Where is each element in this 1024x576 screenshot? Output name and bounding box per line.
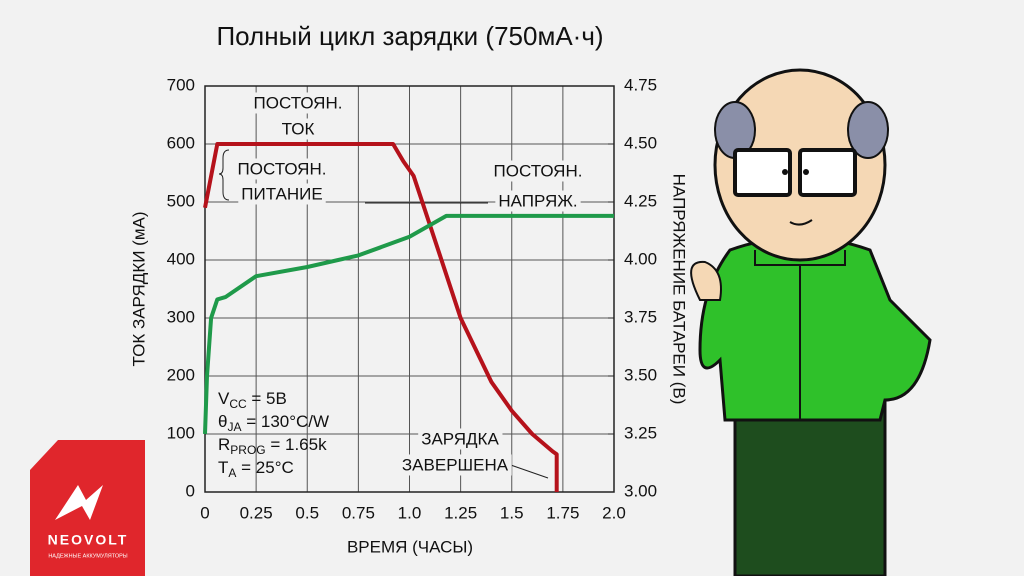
annotation-bg	[278, 118, 318, 140]
y2-tick-label: 4.50	[624, 133, 657, 152]
y2-axis-label: НАПРЯЖЕНИЕ БАТАРЕИ (В)	[670, 174, 689, 405]
condition-rest: = 1.65k	[266, 435, 327, 454]
x-tick-label: 1.0	[398, 503, 422, 522]
condition-rest: = 5В	[247, 389, 287, 408]
annotation: ТОК	[282, 119, 315, 138]
condition-rest: = 25°C	[236, 458, 293, 477]
character	[690, 68, 932, 576]
y2-tick-label: 3.75	[624, 307, 657, 326]
y-tick-label: 0	[186, 481, 195, 500]
annotation: ПИТАНИЕ	[241, 184, 322, 203]
condition-sub: JA	[227, 420, 241, 434]
annotation: ПОСТОЯН.	[238, 159, 327, 178]
condition-main: θ	[218, 412, 227, 431]
annotation: НАПРЯЖ.	[498, 191, 577, 210]
condition-main: R	[218, 435, 230, 454]
x-tick-label: 1.25	[444, 503, 477, 522]
condition-sub: PROG	[230, 443, 265, 457]
logo-name: NEOVOLT	[48, 532, 129, 548]
condition: VCC = 5В	[218, 389, 287, 411]
x-tick-label: 0.25	[240, 503, 273, 522]
x-tick-label: 0.75	[342, 503, 375, 522]
x-tick-label: 2.0	[602, 503, 626, 522]
x-tick-label: 1.5	[500, 503, 524, 522]
annotation: ПОСТОЯН.	[494, 161, 583, 180]
y-tick-label: 300	[167, 307, 195, 326]
annotation-bg	[418, 428, 503, 450]
x-tick-label: 0	[200, 503, 209, 522]
y2-tick-label: 3.50	[624, 365, 657, 384]
leaders	[218, 149, 549, 479]
y-tick-label: 100	[167, 423, 195, 442]
condition-main: V	[218, 389, 230, 408]
condition: θJA = 130°C/W	[218, 412, 329, 434]
y-axis-label: ТОК ЗАРЯДКИ (мА)	[129, 211, 148, 366]
annotation: ЗАРЯДКА	[421, 429, 499, 448]
condition: TA = 25°C	[218, 458, 294, 480]
y-tick-label: 700	[167, 75, 195, 94]
x-tick-label: 0.5	[295, 503, 319, 522]
condition: RPROG = 1.65k	[218, 435, 327, 457]
annotation-bg	[490, 160, 586, 182]
annotation: ЗАВЕРШЕНА	[402, 455, 509, 474]
y-tick-label: 400	[167, 249, 195, 268]
y2-tick-label: 4.00	[624, 249, 657, 268]
y2-tick-label: 4.25	[624, 191, 657, 210]
annotation-bg	[234, 158, 330, 180]
plot-frame	[204, 85, 615, 493]
condition-sub: A	[228, 466, 236, 480]
y2-tick-label: 4.75	[624, 75, 657, 94]
y-tick-label: 600	[167, 133, 195, 152]
y2-tick-label: 3.00	[624, 481, 657, 500]
logo: NEOVOLT НАДЕЖНЫЕ АККУМУЛЯТОРЫ	[30, 440, 145, 576]
annotation-bg	[398, 454, 512, 476]
logo-tagline: НАДЕЖНЫЕ АККУМУЛЯТОРЫ	[48, 553, 127, 559]
condition-rest: = 130°C/W	[241, 412, 329, 431]
annotation: ПОСТОЯН.	[254, 93, 343, 112]
annotation-bg	[238, 183, 326, 205]
chart-title: Полный цикл зарядки (750мА·ч)	[216, 21, 603, 51]
x-tick-label: 1.75	[546, 503, 579, 522]
condition-main: T	[218, 458, 228, 477]
annotation-bg	[250, 92, 346, 114]
y2-tick-label: 3.25	[624, 423, 657, 442]
y-tick-label: 200	[167, 365, 195, 384]
condition-sub: CC	[229, 397, 247, 411]
logo-mark	[55, 485, 103, 520]
x-axis-label: ВРЕМЯ (ЧАСЫ)	[347, 537, 473, 556]
y-tick-label: 500	[167, 191, 195, 210]
series-line	[203, 142, 559, 492]
series-line	[203, 213, 614, 435]
annotation-bg	[495, 190, 581, 212]
